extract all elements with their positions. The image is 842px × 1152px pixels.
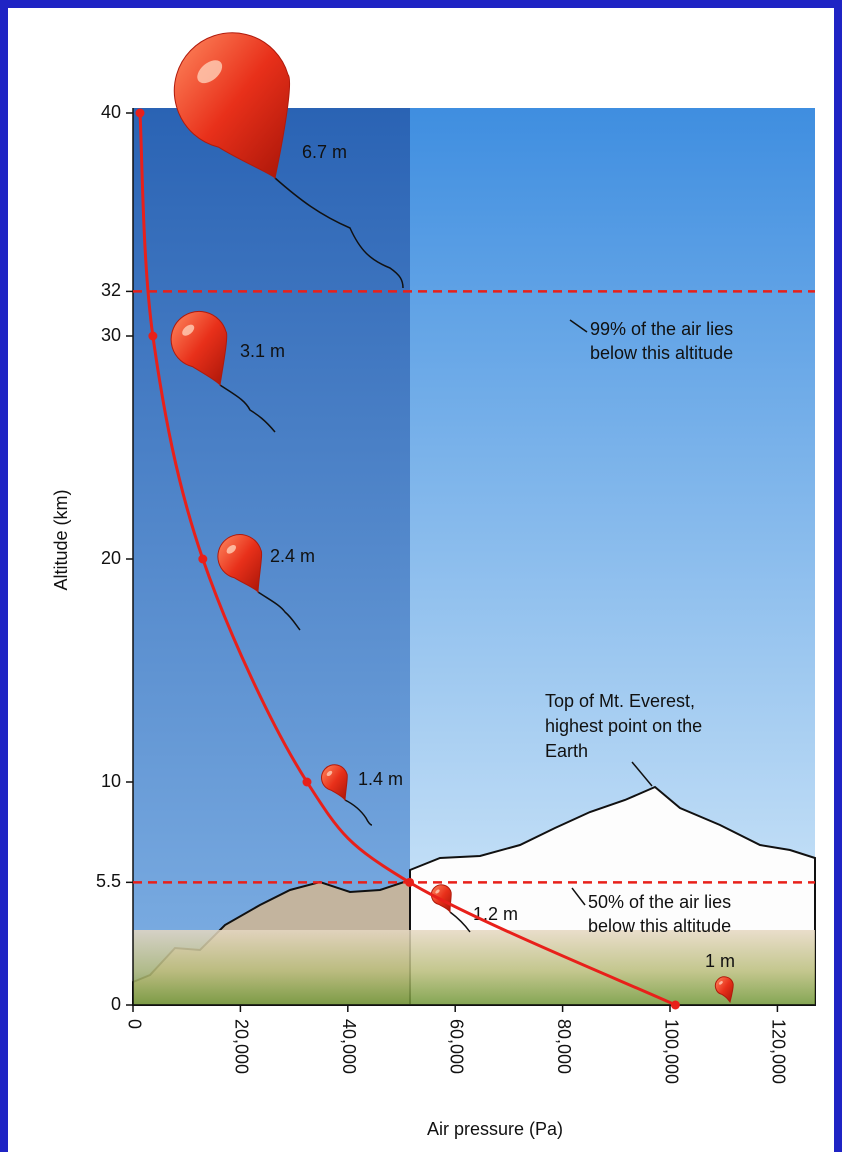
balloon-highlight — [718, 981, 723, 985]
annotation: below this altitude — [588, 916, 731, 936]
y-axis-label: Altitude (km) — [51, 489, 71, 590]
annotation: 99% of the air lies — [590, 319, 733, 339]
data-point — [148, 331, 158, 341]
data-point — [198, 554, 208, 564]
pressure-curve — [138, 112, 677, 1007]
x-tick-label: 100,000 — [661, 1019, 681, 1084]
y-tick-label: 40 — [101, 102, 121, 122]
balloon-string — [449, 911, 471, 933]
balloon-label: 1.2 m — [473, 904, 518, 924]
balloon-highlight — [326, 770, 333, 777]
sky-dark — [133, 108, 410, 1005]
x-tick-label: 120,000 — [769, 1019, 789, 1084]
x-tick-label: 20,000 — [232, 1019, 252, 1074]
data-point — [670, 1000, 680, 1010]
x-axis-label: Air pressure (Pa) — [427, 1119, 563, 1139]
balloon-label: 1.4 m — [358, 769, 403, 789]
balloon-string — [219, 384, 276, 433]
data-point — [302, 777, 312, 787]
balloon-string — [274, 177, 404, 289]
balloon-string — [257, 591, 301, 631]
illustration — [132, 108, 816, 1006]
balloon-label: 2.4 m — [270, 546, 315, 566]
balloon-highlight — [226, 544, 237, 554]
y-tick-label: 20 — [101, 548, 121, 568]
x-tick-label: 40,000 — [339, 1019, 359, 1074]
y-tick-label: 5.5 — [96, 871, 121, 891]
balloon-label: 3.1 m — [240, 341, 285, 361]
ground — [133, 930, 815, 1005]
balloon-highlight — [435, 889, 440, 894]
x-tick-label: 60,000 — [446, 1019, 466, 1074]
data-point — [405, 877, 415, 887]
y-tick-label: 10 — [101, 771, 121, 791]
leader-line — [631, 761, 653, 787]
leader-line — [571, 887, 586, 906]
balloon-string — [344, 799, 373, 826]
annotation: Top of Mt. Everest, — [545, 691, 695, 711]
y-tick-label: 0 — [111, 994, 121, 1014]
data-point — [135, 108, 145, 118]
annotation: 50% of the air lies — [588, 892, 731, 912]
leader-line — [569, 319, 588, 333]
balloon-highlight — [182, 324, 195, 336]
annotation: Earth — [545, 741, 588, 761]
x-tick-label: 0 — [124, 1019, 144, 1029]
y-tick-label: 30 — [101, 325, 121, 345]
balloon-highlight — [197, 60, 223, 84]
annotation: below this altitude — [590, 343, 733, 363]
y-tick-label: 32 — [101, 280, 121, 300]
annotation: highest point on the — [545, 716, 702, 736]
balloon-label: 1 m — [705, 951, 735, 971]
balloon-label: 6.7 m — [302, 142, 347, 162]
x-tick-label: 80,000 — [554, 1019, 574, 1074]
